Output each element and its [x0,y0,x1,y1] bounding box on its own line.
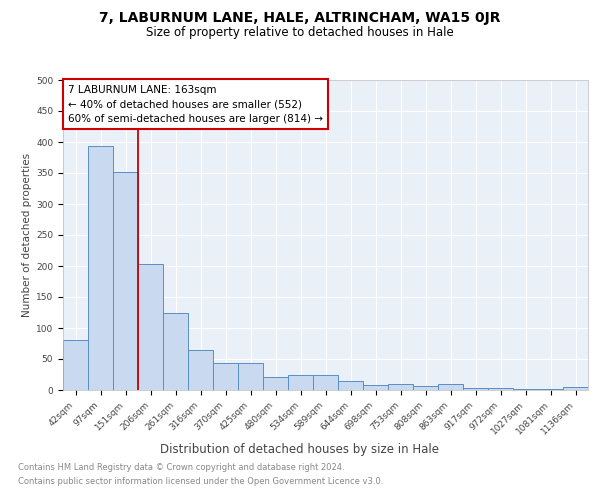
Bar [388,384,413,390]
Bar [538,389,563,390]
Bar [213,362,238,390]
Text: Size of property relative to detached houses in Hale: Size of property relative to detached ho… [146,26,454,39]
Bar [238,362,263,390]
Text: 7 LABURNUM LANE: 163sqm
← 40% of detached houses are smaller (552)
60% of semi-d: 7 LABURNUM LANE: 163sqm ← 40% of detache… [68,84,323,124]
Bar [263,377,288,390]
Bar [438,384,463,390]
Text: 7, LABURNUM LANE, HALE, ALTRINCHAM, WA15 0JR: 7, LABURNUM LANE, HALE, ALTRINCHAM, WA15… [99,11,501,25]
Bar [413,386,438,390]
Text: Contains HM Land Registry data © Crown copyright and database right 2024.: Contains HM Land Registry data © Crown c… [18,464,344,472]
Bar [88,146,113,390]
Bar [188,350,213,390]
Bar [363,385,388,390]
Bar [563,387,588,390]
Bar [138,264,163,390]
Bar [513,389,538,390]
Text: Contains public sector information licensed under the Open Government Licence v3: Contains public sector information licen… [18,477,383,486]
Bar [313,374,338,390]
Bar [463,388,488,390]
Y-axis label: Number of detached properties: Number of detached properties [22,153,32,317]
Bar [488,388,513,390]
Bar [113,172,138,390]
Bar [163,313,188,390]
Bar [338,380,363,390]
Bar [288,374,313,390]
Bar [63,340,88,390]
Text: Distribution of detached houses by size in Hale: Distribution of detached houses by size … [161,442,439,456]
